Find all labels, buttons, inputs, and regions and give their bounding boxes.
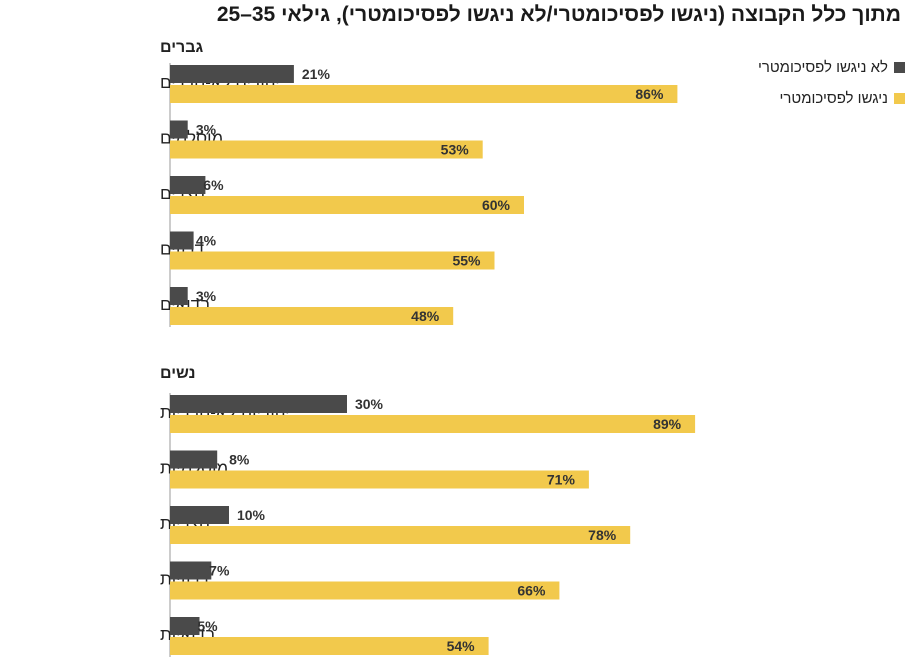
bar-not-taken: [170, 395, 347, 413]
bar-taken: [170, 196, 524, 214]
value-label-not-taken: 3%: [196, 122, 217, 138]
value-label-taken: 48%: [411, 308, 440, 324]
bar-taken: [170, 251, 495, 270]
bar-taken: [170, 526, 631, 544]
legend-label-not-taken: לא ניגשו לפסיכומטרי: [757, 58, 888, 76]
bar-not-taken: [170, 231, 194, 250]
legend-item-taken: ניגשו לפסיכומטרי: [758, 86, 905, 110]
bar-taken: [170, 470, 589, 489]
bar-taken: [170, 637, 489, 655]
chart-title: מתוך כלל הקבוצה (ניגשו לפסיכומטרי/לא ניג…: [216, 3, 901, 26]
group-label: גברים: [160, 39, 203, 56]
legend-item-not-taken: לא ניגשו לפסיכומטרי: [758, 55, 905, 79]
value-label-not-taken: 6%: [203, 177, 224, 193]
value-label-taken: 86%: [635, 86, 664, 102]
value-label-taken: 66%: [517, 583, 546, 599]
value-label-taken: 89%: [653, 416, 682, 432]
legend-label-taken: ניגשו לפסיכומטרי: [779, 89, 889, 107]
bar-taken: [170, 140, 483, 159]
value-label-not-taken: 4%: [196, 233, 217, 249]
bar-not-taken: [170, 450, 218, 469]
bar-not-taken: [170, 120, 188, 139]
value-label-taken: 54%: [447, 638, 476, 654]
value-label-not-taken: 30%: [355, 396, 384, 412]
bar-taken: [170, 85, 678, 103]
value-label-not-taken: 21%: [302, 66, 331, 82]
value-label-taken: 71%: [547, 472, 576, 488]
value-label-not-taken: 3%: [196, 288, 217, 304]
bar-not-taken: [170, 287, 188, 305]
legend-swatch-taken: [894, 92, 905, 104]
value-label-taken: 60%: [482, 197, 511, 213]
legend-swatch-not-taken: [894, 61, 905, 73]
bar-not-taken: [170, 561, 212, 580]
legend: לא ניגשו לפסיכומטרי ניגשו לפסיכומטרי: [758, 55, 905, 117]
value-label-not-taken: 10%: [237, 507, 266, 523]
value-label-not-taken: 7%: [209, 563, 230, 579]
bar-not-taken: [170, 176, 206, 194]
group-label: נשים: [160, 365, 196, 382]
value-label-not-taken: 5%: [197, 618, 218, 634]
value-label-taken: 55%: [452, 253, 481, 269]
bar-not-taken: [170, 65, 294, 83]
bar-taken: [170, 307, 454, 325]
bar-taken: [170, 415, 696, 433]
bar-taken: [170, 581, 560, 600]
bar-not-taken: [170, 617, 200, 635]
value-label-taken: 78%: [588, 527, 617, 543]
bar-not-taken: [170, 506, 229, 524]
value-label-taken: 53%: [441, 142, 470, 158]
value-label-not-taken: 8%: [229, 452, 250, 468]
